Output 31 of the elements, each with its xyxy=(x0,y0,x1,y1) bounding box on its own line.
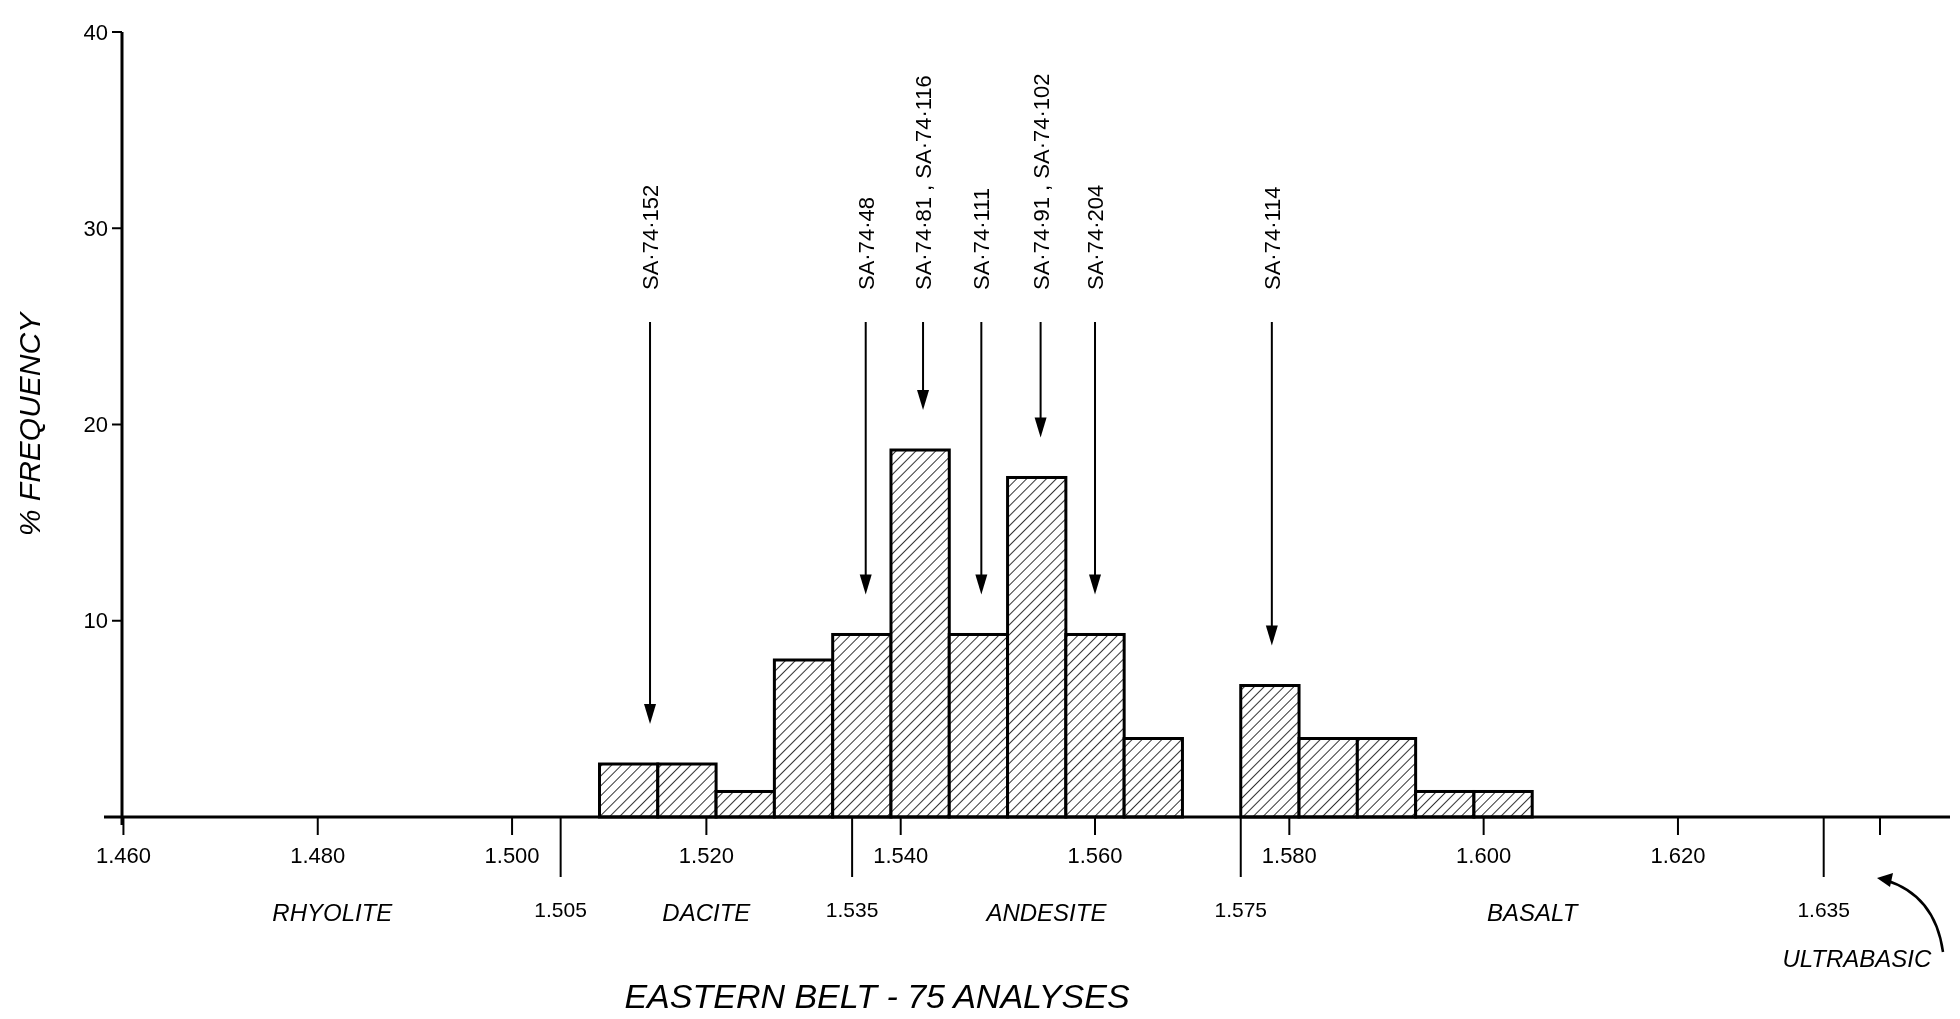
x-tick-label: 1.620 xyxy=(1650,843,1706,868)
x2-tick-label: 1.635 xyxy=(1797,898,1850,921)
x-tick-label: 1.540 xyxy=(873,843,929,868)
text: BASALT xyxy=(1487,899,1580,926)
ref-line-label: SA·74·111 xyxy=(969,188,995,290)
ref-line-label: SA·74·204 xyxy=(1083,184,1109,290)
ref-line-label: SA·74·81 , SA·74·116 xyxy=(911,75,937,290)
y-tick-label: 10 xyxy=(83,608,108,634)
y-tick-label: 30 xyxy=(83,215,108,241)
y-axis-title: % FREQUENCY xyxy=(13,310,46,537)
x-tick-label: 1.520 xyxy=(678,843,734,868)
text: EASTERN BELT - 75 ANALYSES xyxy=(624,977,1130,1015)
x-tick-label: 1.460 xyxy=(95,843,151,868)
x-tick-label: 1.560 xyxy=(1067,843,1123,868)
x2-tick-label: 1.575 xyxy=(1214,898,1268,921)
ref-line-label: SA·74·152 xyxy=(638,184,664,290)
x2-tick-label: 1.535 xyxy=(825,898,879,921)
x-tick-label: 1.480 xyxy=(290,843,346,868)
y-tick-label: 20 xyxy=(83,412,108,438)
ref-line-label: SA·74·91 , SA·74·102 xyxy=(1028,73,1054,290)
x-tick-label: 1.600 xyxy=(1456,843,1512,868)
y-tick-label: 40 xyxy=(83,19,108,45)
x2-tick-label: 1.505 xyxy=(534,898,587,921)
text: ULTRABASIC xyxy=(1782,945,1932,972)
x-tick-label: 1.500 xyxy=(484,843,540,868)
ref-line-label: SA·74·48 xyxy=(853,197,879,290)
text: DACITE xyxy=(662,899,752,926)
x-tick-label: 1.580 xyxy=(1261,843,1317,868)
text: RHYOLITE xyxy=(272,899,394,926)
ref-line-label: SA·74·114 xyxy=(1259,186,1285,290)
text: ANDESITE xyxy=(984,899,1108,926)
